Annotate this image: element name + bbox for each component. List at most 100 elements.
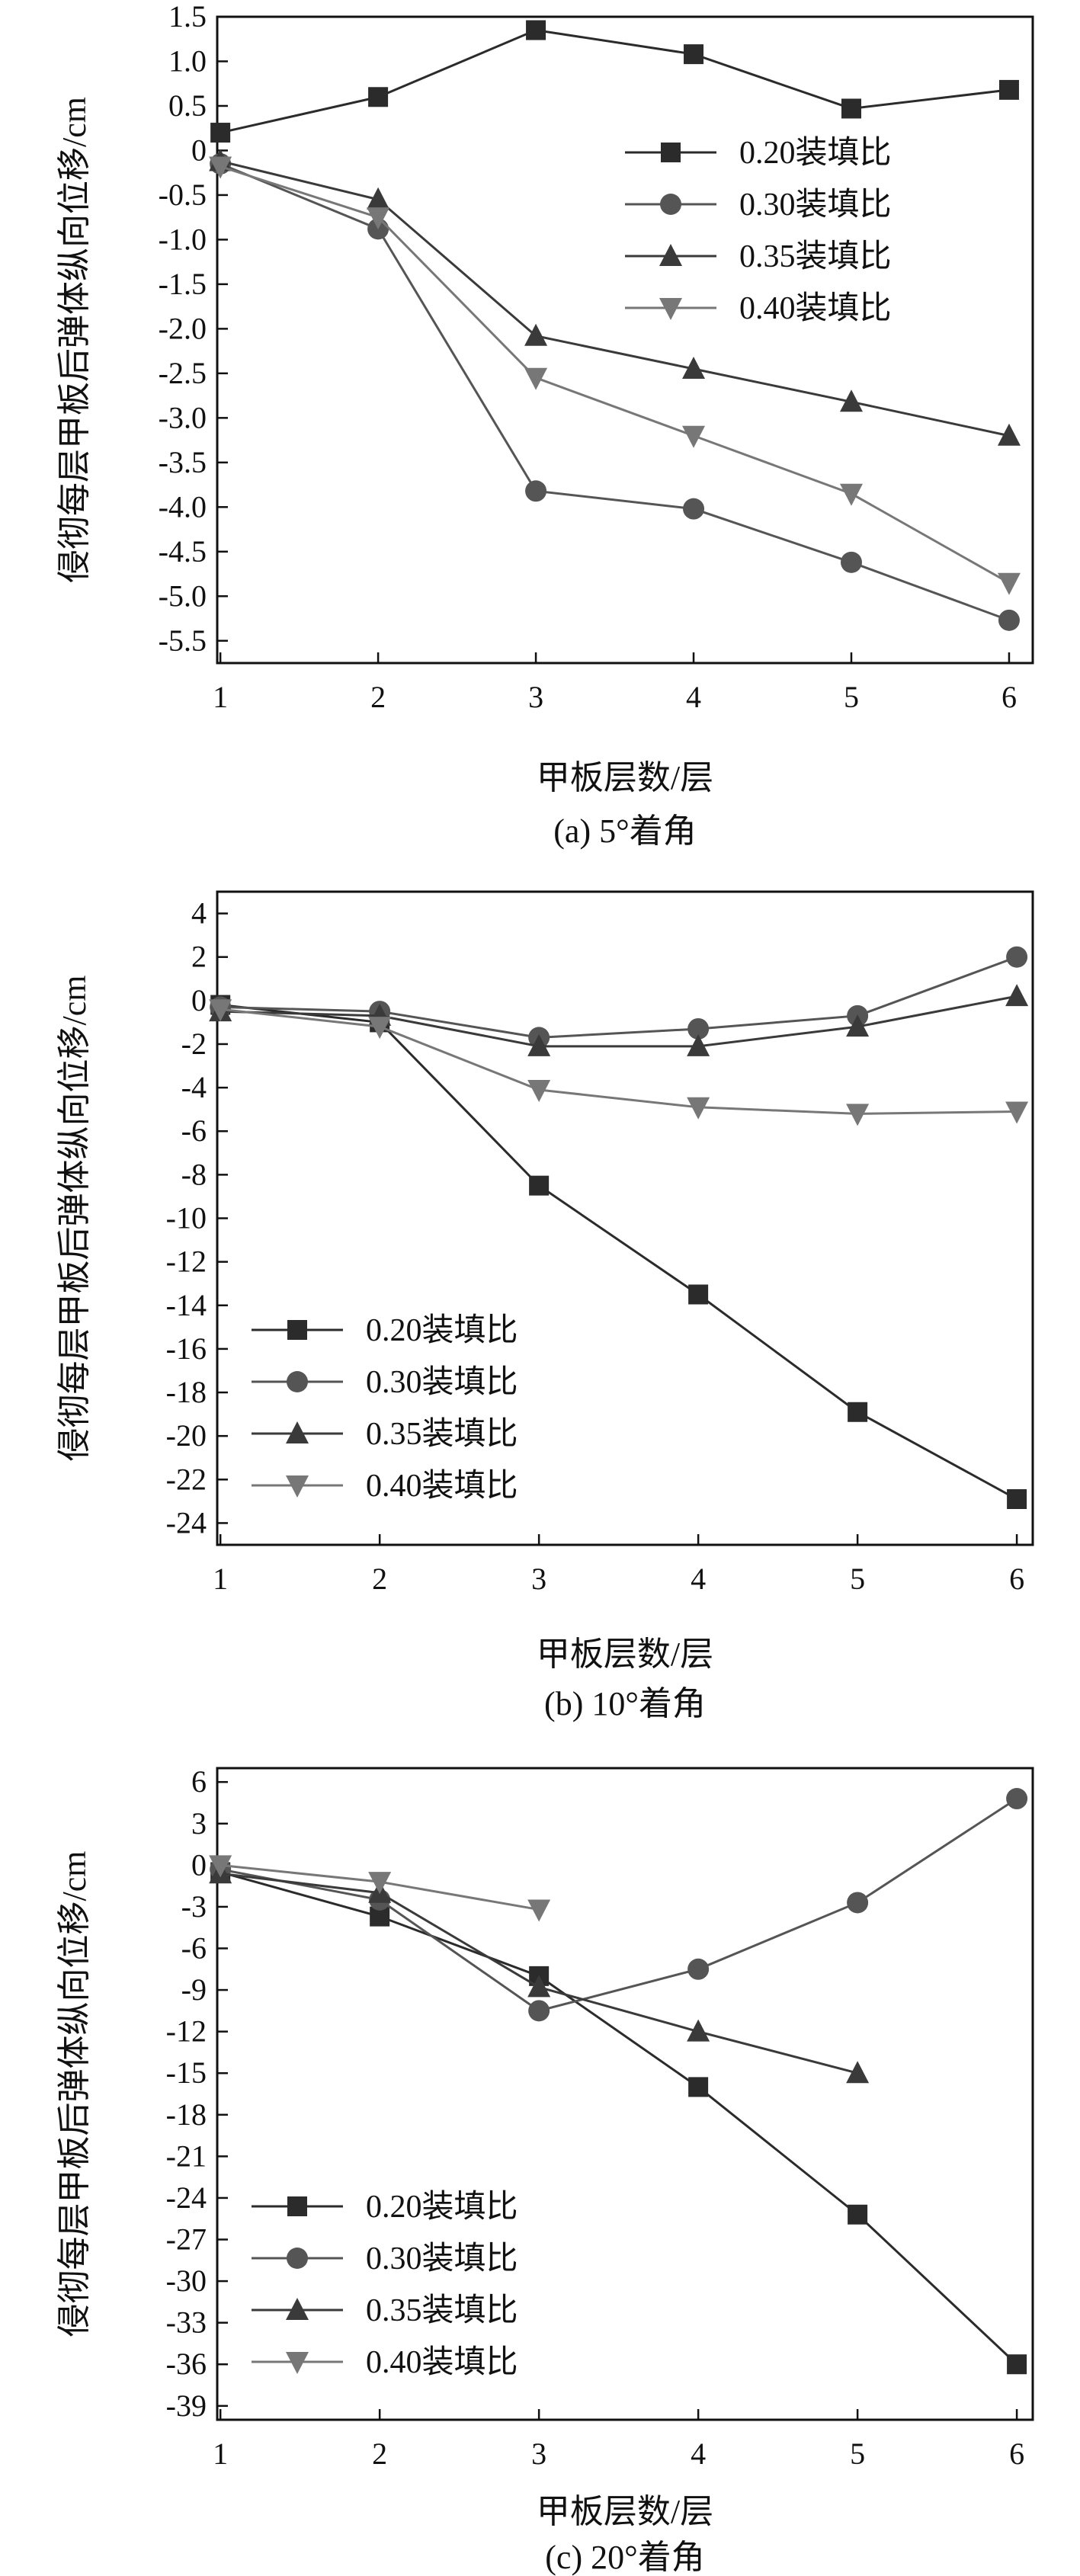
x-tick-label: 1 xyxy=(213,2437,228,2471)
legend-marker xyxy=(661,143,681,162)
x-tick-label: 4 xyxy=(691,1562,706,1596)
y-tick-label: 0.5 xyxy=(168,88,207,123)
y-tick-label: -5.5 xyxy=(159,623,207,658)
data-point xyxy=(1006,946,1028,968)
data-point xyxy=(682,357,706,380)
legend-label: 0.35装填比 xyxy=(366,1417,518,1452)
series-square xyxy=(210,20,1019,143)
series-triangle-down xyxy=(209,999,1029,1126)
y-tick-label: 6 xyxy=(191,1764,207,1799)
figure-caption: (b) 10°着角 xyxy=(544,1685,706,1722)
data-point xyxy=(209,999,232,1022)
data-point xyxy=(1005,1101,1029,1124)
y-tick-label: -36 xyxy=(166,2347,207,2381)
data-point xyxy=(997,572,1021,595)
x-tick-label: 4 xyxy=(691,2437,706,2471)
data-point xyxy=(998,609,1020,631)
y-tick-label: -1.0 xyxy=(159,222,207,256)
series-triangle-down xyxy=(209,1855,551,1922)
data-point xyxy=(846,1014,870,1037)
data-point xyxy=(687,1097,710,1120)
x-axis-label: 甲板层数/层 xyxy=(537,2493,713,2530)
y-tick-label: -8 xyxy=(181,1157,207,1191)
x-tick-label: 6 xyxy=(1001,680,1017,714)
data-point xyxy=(209,156,232,179)
legend-marker xyxy=(286,1421,309,1443)
data-point xyxy=(526,20,546,40)
legend-marker xyxy=(287,1320,307,1340)
plot-frame xyxy=(216,890,1034,1546)
data-point xyxy=(848,1402,868,1422)
series-line xyxy=(220,995,1018,1048)
data-point xyxy=(998,79,1019,100)
data-point xyxy=(368,1017,392,1040)
legend-label: 0.20装填比 xyxy=(739,136,892,171)
x-tick-label: 1 xyxy=(213,1562,228,1596)
y-tick-label: -4 xyxy=(181,1070,207,1104)
legend-marker xyxy=(660,194,681,215)
data-point xyxy=(367,187,390,210)
y-tick-label: -30 xyxy=(166,2264,207,2298)
series-circle xyxy=(210,152,1020,631)
data-point xyxy=(527,1079,551,1102)
data-point xyxy=(527,1899,551,1922)
series-line xyxy=(220,1004,1018,1501)
series-line xyxy=(220,160,1010,437)
y-axis-label: 侵彻每层甲板后弹体纵向位移/cm xyxy=(56,1851,93,2337)
x-tick-label: 5 xyxy=(850,1562,865,1596)
legend-label: 0.40装填比 xyxy=(366,2345,518,2380)
data-point xyxy=(839,389,863,412)
y-tick-label: -24 xyxy=(166,2180,207,2215)
legend-label: 0.30装填比 xyxy=(739,187,892,223)
series-line xyxy=(220,162,1010,622)
data-point xyxy=(368,87,389,107)
legend-label: 0.30装填比 xyxy=(366,1365,518,1400)
y-tick-label: 2 xyxy=(191,940,207,974)
y-tick-label: -27 xyxy=(166,2222,207,2257)
legend-marker xyxy=(286,1475,309,1498)
data-point xyxy=(368,1872,392,1895)
legend: 0.20装填比 0.30装填比 0.35装填比 0.40装填比 xyxy=(252,1313,518,1504)
y-tick-label: -18 xyxy=(166,2097,207,2132)
y-tick-label: -20 xyxy=(166,1418,207,1453)
series-line xyxy=(220,1870,1018,2366)
series-line xyxy=(220,1797,1018,2012)
y-tick-label: -4.0 xyxy=(159,489,207,524)
y-tick-label: -2.0 xyxy=(159,311,207,345)
y-tick-label: -5.0 xyxy=(159,578,207,613)
data-point xyxy=(529,1175,550,1196)
legend-label: 0.40装填比 xyxy=(366,1469,518,1504)
x-tick-label: 3 xyxy=(531,1562,546,1596)
x-tick-label: 5 xyxy=(844,680,859,714)
x-axis-label: 甲板层数/层 xyxy=(537,1636,713,1673)
series-square xyxy=(210,995,1027,1510)
data-point xyxy=(527,1033,551,1056)
legend: 0.20装填比 0.30装填比 0.35装填比 0.40装填比 xyxy=(252,2190,518,2380)
y-tick-label: -15 xyxy=(166,2055,207,2090)
x-tick-label: 3 xyxy=(531,2437,546,2471)
x-tick-label: 1 xyxy=(213,680,228,714)
data-point xyxy=(997,423,1021,446)
y-tick-label: -21 xyxy=(166,2139,207,2173)
y-tick-label: -39 xyxy=(166,2389,207,2423)
data-point xyxy=(846,2061,870,2084)
x-tick-label: 2 xyxy=(372,1562,387,1596)
y-tick-label: -12 xyxy=(166,2014,207,2049)
figure-caption: (a) 5°着角 xyxy=(553,812,696,850)
y-tick-label: 0 xyxy=(191,983,207,1017)
y-tick-label: 0 xyxy=(191,1847,207,1882)
series-triangle-up xyxy=(209,984,1029,1056)
data-point xyxy=(687,2019,710,2042)
legend-marker xyxy=(659,244,682,266)
y-tick-label: -10 xyxy=(166,1201,207,1235)
y-tick-label: -2.5 xyxy=(159,356,207,390)
chart-2: 4 2 0 -2 -4 -6 -8 -10 -12 -14 -16 -18 -20 -22 -241 2 3 4 5… xyxy=(56,890,1034,1722)
y-tick-label: -3.5 xyxy=(159,445,207,479)
y-axis-label: 侵彻每层甲板后弹体纵向位移/cm xyxy=(56,97,93,583)
legend-marker xyxy=(286,2298,309,2320)
series-circle xyxy=(210,1788,1028,2022)
data-point xyxy=(688,2077,709,2097)
chart-3: 6 3 0 -3 -6 -9 -12 -15 -18 -21 -24 -27 -30 -33 -36 -391… xyxy=(56,1764,1034,2576)
data-point xyxy=(1007,1489,1027,1510)
